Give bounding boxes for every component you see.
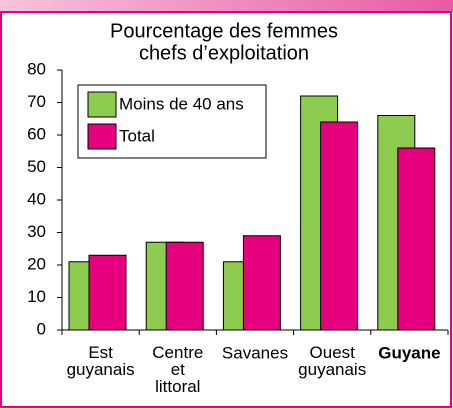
legend-label: Total: [119, 126, 155, 145]
y-tick-label: 10: [27, 287, 46, 306]
bar: [397, 147, 436, 331]
bar: [242, 235, 281, 331]
legend-label: Moins de 40 ans: [119, 94, 244, 113]
x-tick-label-line: guyanais: [67, 360, 135, 379]
x-tick-label-line: Centre: [152, 343, 203, 362]
x-tick-label-line: guyanais: [298, 360, 366, 379]
bar: [320, 121, 359, 331]
chart-title: chefs d’exploitation: [139, 42, 309, 64]
y-tick-label: 30: [27, 222, 46, 241]
x-tick-label: Guyane: [378, 343, 440, 362]
y-tick-label: 0: [37, 319, 46, 338]
x-tick-label-line: Est: [88, 343, 113, 362]
x-tick-label: Est guyanais: [67, 343, 135, 379]
x-tick-label-line: et: [171, 360, 185, 379]
frame: [0, 11, 452, 408]
bar: [165, 241, 204, 331]
y-tick-label: 40: [27, 189, 46, 208]
x-tick-label: Centre et littoral: [152, 343, 203, 396]
y-tick-label: 50: [27, 157, 46, 176]
y-tick-label: 80: [27, 59, 46, 78]
x-tick-label-line: Ouest: [310, 343, 356, 362]
x-tick-label-line: littoral: [155, 377, 200, 396]
x-tick-label: Savanes: [222, 343, 288, 362]
y-tick-label: 60: [27, 124, 46, 143]
legend-swatch: [87, 91, 117, 118]
x-tick-label: Ouest guyanais: [298, 343, 366, 379]
bar: [88, 254, 127, 331]
y-tick-label: 70: [27, 92, 46, 111]
top-strip: [0, 0, 453, 12]
chart-title: Pourcentage des femmes: [110, 20, 338, 42]
y-tick-label: 20: [27, 254, 46, 273]
legend-swatch: [87, 123, 117, 150]
